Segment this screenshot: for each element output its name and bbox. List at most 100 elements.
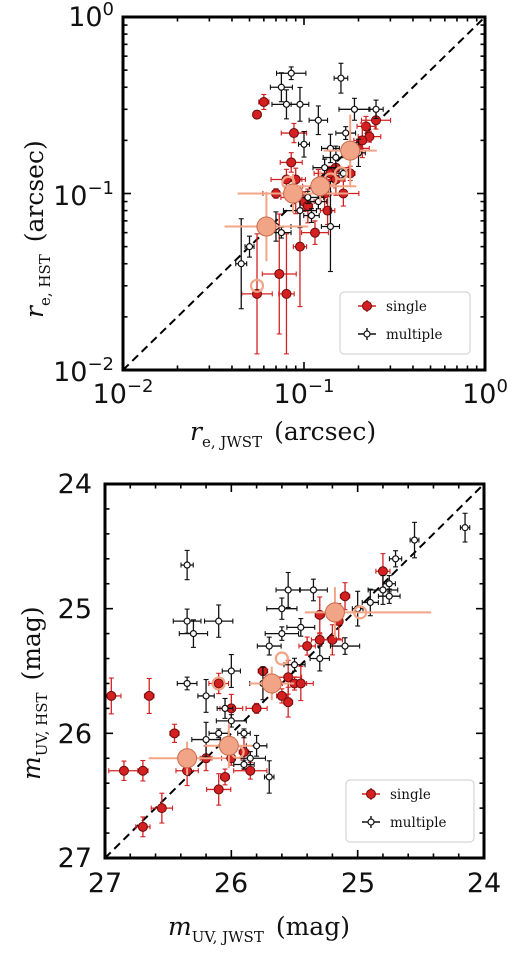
single-point-magnitude [137,821,148,832]
multiple-point-magnitude [410,536,419,544]
legend-magnitude-single-marker [366,789,376,799]
multiple-point-magnitude [379,586,387,594]
single-point-magnitude [245,765,256,776]
multiple-point-radius [307,211,316,220]
y-tick-label-24: 24 [58,469,92,500]
multiple-point-magnitude [227,667,235,675]
multiple-point-magnitude [240,729,248,737]
x-tick-label-27: 27 [88,868,122,899]
stacked-point-radius [310,176,331,197]
single-point-magnitude [106,690,117,701]
multiple-point-radius [296,207,304,215]
single-point-magnitude [302,641,313,652]
multiple-point-magnitude [253,742,261,750]
multiple-point-magnitude [183,617,191,625]
y-tick-label-1e-1: 10−1 [53,178,114,212]
multiple-point-magnitude [215,617,223,625]
legend-magnitude-multiple-label: multiple [390,815,447,831]
y-tick-label-27: 27 [58,843,92,874]
single-point-radius [357,135,368,146]
x-tick-label-1e-1: 10−1 [274,376,335,410]
multiple-point-radius [350,105,359,113]
stacked-point-radius [283,183,304,204]
multiple-point-magnitude [290,661,299,669]
x-tick-label-1e0: 100 [462,376,508,410]
multiple-point-radius [300,140,308,148]
panel-radius: 10−2 10−1 100 100 10−1 10−2 re, JWST (arc… [20,0,508,451]
legend-magnitude-single-label: single [390,787,431,803]
x-axis-label-radius: re, JWST (arcsec) [190,417,376,451]
panel-radius-marks [122,16,486,371]
stacked-small-point-radius [333,166,349,181]
legend-magnitude: single multiple [345,779,475,843]
multiple-point-magnitude [202,692,210,700]
multiple-point-radius [337,74,345,82]
single-point-magnitude [156,803,167,814]
single-point-radius [274,268,285,279]
multiple-point-magnitude [316,654,324,663]
panel-magnitude-ticks [104,483,485,859]
multiple-point-radius [287,69,295,77]
multiple-point-magnitude [284,586,292,594]
multiple-point-magnitude [240,760,248,769]
multiple-point-magnitude [265,773,273,781]
single-point-magnitude [213,784,224,795]
multiple-point-radius [326,222,335,231]
single-point-radius [286,157,297,168]
stacked-point-magnitude [218,735,239,756]
single-point-radius [309,227,320,238]
stacked-point-magnitude [324,602,345,623]
stacked-point-magnitude [177,748,198,769]
stacked-point-radius [256,216,277,237]
legend-radius-multiple-marker [363,330,371,338]
multiple-point-magnitude [385,592,393,600]
single-point-magnitude [377,566,388,577]
single-point-magnitude [144,690,155,701]
multiple-point-radius [282,100,291,108]
single-point-magnitude [295,678,306,689]
stacked-small-point-magnitude [274,651,289,666]
single-point-radius [258,96,269,107]
legend-radius-box [339,291,471,355]
single-point-magnitude [137,765,148,776]
y-axis-label-radius: re, HST(arcsec) [20,140,54,318]
x-axis-label-magnitude: mUV, JWST (mag) [168,912,350,946]
multiple-point-magnitude [227,717,235,725]
multiple-point-radius [296,100,304,108]
single-point-radius [288,128,299,139]
multiple-point-magnitude [183,679,191,688]
single-point-magnitude [340,591,351,602]
multiple-point-radius [277,83,285,91]
stacked-point-radius [340,140,361,161]
single-point-radius [281,288,292,299]
multiple-point-magnitude [297,623,305,631]
multiple-point-radius [277,229,285,237]
legend-radius-single-label: single [386,299,427,315]
multiple-point-radius [321,164,329,172]
single-point-radius [252,109,263,120]
single-point-magnitude [118,765,129,776]
multiple-point-radius [237,260,245,268]
panel-magnitude-frame [103,482,486,860]
single-point-magnitude [220,771,231,782]
y-tick-label-26: 26 [58,719,92,750]
single-point-radius [360,121,371,132]
multiple-point-radius [342,129,350,137]
multiple-point-magnitude [215,729,223,737]
stacked-small-point-magnitude [211,676,226,691]
multiple-point-magnitude [366,598,374,607]
x-tick-label-24: 24 [467,868,501,899]
x-tick-label-26: 26 [214,868,248,899]
multiple-point-magnitude [385,580,393,588]
y-tick-label-1e0: 100 [68,0,114,33]
panel-magnitude-marks [104,483,485,859]
stacked-small-point-radius [249,278,265,293]
multiple-point-magnitude [183,561,191,569]
x-tick-label-1e-2: 10−2 [93,376,154,410]
multiple-point-radius [304,193,312,202]
multiple-point-radius [372,105,380,113]
legend-radius-multiple-label: multiple [386,327,443,343]
single-point-magnitude [213,678,224,689]
multiple-point-radius [245,243,254,251]
